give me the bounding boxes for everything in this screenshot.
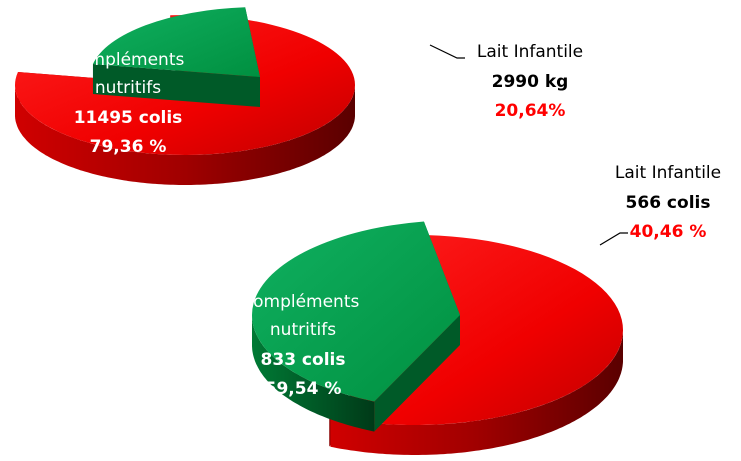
slice-side <box>15 85 355 185</box>
slice-label: Lait Infantile <box>477 42 583 62</box>
value-label: 79,36 % <box>90 137 167 157</box>
leader-line <box>599 232 628 246</box>
leader-line <box>429 44 465 59</box>
quantity-label: 833 colis <box>261 350 346 370</box>
pie-slice <box>92 7 261 77</box>
slice-side <box>330 330 623 455</box>
slice-label: Lait Infantile <box>615 163 721 183</box>
slice-label: Compléments nutritifs <box>66 50 190 98</box>
slice-wall <box>374 315 460 432</box>
slice-wall <box>92 64 261 107</box>
quantity-label: 2990 kg <box>492 72 569 92</box>
quantity-label: 11495 colis <box>74 108 183 128</box>
value-label: 59,54 % <box>265 379 342 399</box>
quantity-label: 566 colis <box>626 193 711 213</box>
value-label: 20,64% <box>495 101 566 121</box>
slice-label: Compléments nutritifs <box>241 292 365 340</box>
slice-side <box>252 316 375 432</box>
value-label: 40,46 % <box>630 222 707 242</box>
pie-slice <box>251 221 460 402</box>
